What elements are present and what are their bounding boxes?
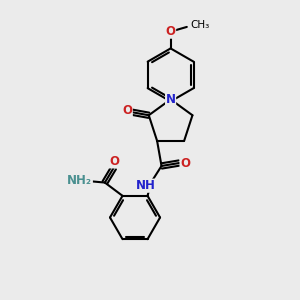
Text: O: O — [180, 157, 190, 169]
Text: CH₃: CH₃ — [190, 20, 210, 31]
Text: O: O — [109, 155, 119, 168]
Text: NH: NH — [136, 179, 156, 192]
Text: O: O — [122, 104, 132, 117]
Text: N: N — [166, 93, 176, 106]
Text: O: O — [166, 25, 176, 38]
Text: NH₂: NH₂ — [67, 174, 92, 187]
